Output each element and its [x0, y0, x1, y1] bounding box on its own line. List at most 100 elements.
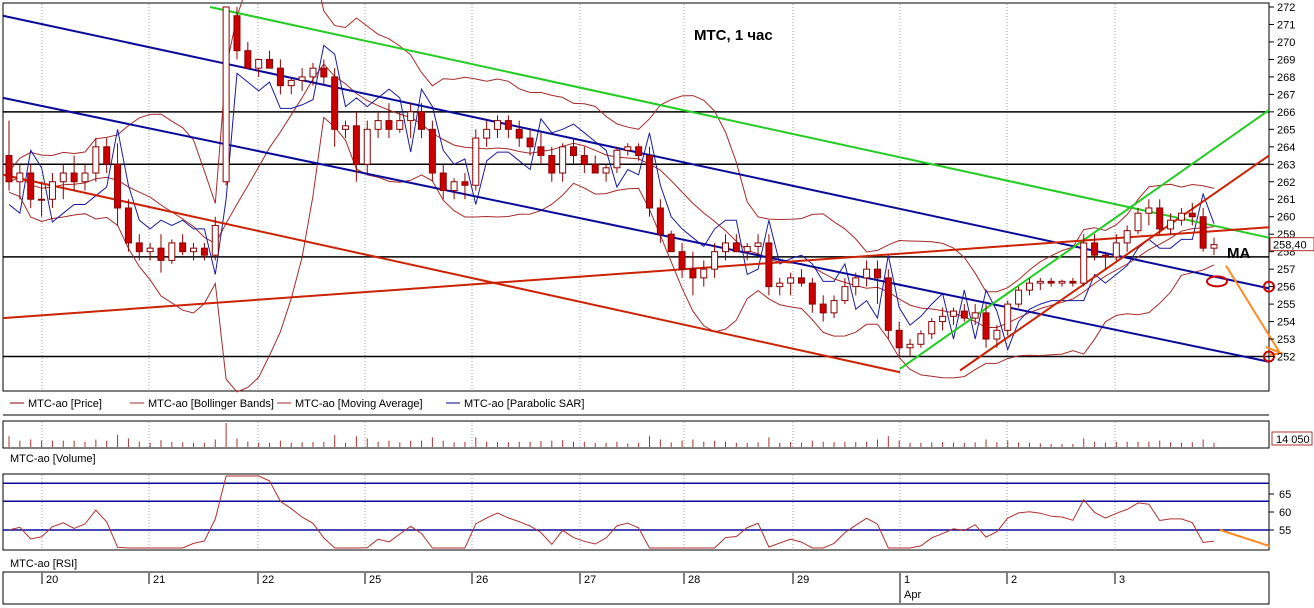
price-tick-label: 268	[1277, 72, 1295, 84]
candle-body	[1004, 303, 1012, 331]
legend-entry: МТС-ао [Moving Average]	[295, 398, 423, 410]
candle-body	[320, 67, 328, 78]
time-axis-frame	[2, 571, 1270, 605]
candle-body	[960, 310, 968, 319]
candle-body	[852, 277, 860, 288]
candle-body	[190, 247, 198, 253]
candles	[5, 6, 1218, 357]
candle-body	[1036, 280, 1044, 284]
chart-title: МТС, 1 час	[694, 27, 773, 44]
candle-body	[1167, 219, 1175, 230]
rsi-vertical-grid	[41, 475, 1116, 549]
candle-body	[928, 321, 936, 335]
candle-body	[494, 120, 502, 130]
candle-body	[255, 58, 263, 69]
day-label: 1	[904, 574, 910, 586]
candle-body	[711, 251, 719, 270]
candle-body	[1058, 280, 1066, 284]
candle-body	[1210, 244, 1218, 249]
price-tick-label: 264	[1277, 142, 1295, 154]
bollinger-bands	[8, 0, 1215, 393]
price-tick-label: 257	[1277, 264, 1295, 276]
candle-body	[1015, 289, 1023, 305]
candle-body	[515, 128, 523, 139]
candle-body	[276, 67, 284, 87]
candle-body	[483, 128, 491, 139]
ma-annotation: MA	[1227, 245, 1250, 262]
downtrend-red-line	[2, 173, 901, 374]
day-label: 28	[688, 574, 700, 586]
bollinger-upper-line	[8, 0, 1215, 293]
month-label: Apr	[904, 589, 921, 601]
candle-body	[841, 286, 849, 302]
rsi-levels	[3, 482, 1269, 531]
price-tick-label: 252	[1277, 352, 1295, 364]
day-label: 21	[153, 574, 165, 586]
candle-body	[526, 137, 534, 148]
price-tick-label: 270	[1277, 37, 1295, 49]
price-axis: 272 271 270 269 268 267 266 265 264 263 262 261 260 2…	[1269, 2, 1314, 364]
candle-body	[407, 111, 415, 122]
candle-body	[993, 329, 1001, 340]
rsi-forecast-line	[1219, 529, 1271, 548]
price-tick-label: 261	[1277, 194, 1295, 206]
day-label: 3	[1119, 574, 1125, 586]
price-tick-label: 263	[1277, 159, 1295, 171]
candle-body	[1080, 242, 1088, 284]
candle-body	[700, 268, 708, 279]
volume-value-label: 14 050	[1276, 434, 1310, 446]
candle-body	[721, 242, 729, 253]
candle-body	[114, 163, 122, 209]
candle-body	[678, 251, 686, 270]
day-labels: 20 21 22 25 26 27 28 29 1 2 3	[41, 573, 1125, 603]
volume-bars	[8, 423, 1215, 447]
day-label: 20	[46, 574, 58, 586]
candle-body	[298, 76, 306, 81]
candle-body	[797, 277, 805, 284]
candle-body	[233, 15, 241, 52]
candle-body	[157, 247, 165, 261]
rsi-panel-frame	[2, 473, 1270, 551]
rsi-legend: МТС-ао [RSI]	[10, 558, 77, 570]
candle-body	[211, 224, 219, 256]
candle-body	[689, 268, 697, 279]
candle-body	[917, 333, 925, 345]
candle-body	[504, 120, 512, 130]
horizontal-levels	[3, 111, 1269, 358]
candle-body	[5, 155, 13, 183]
price-tick-label: 256	[1277, 282, 1295, 294]
price-tick-label: 255	[1277, 299, 1295, 311]
price-tick-label: 267	[1277, 89, 1295, 101]
candle-body	[1134, 212, 1142, 232]
candle-body	[70, 172, 78, 183]
candle-body	[331, 76, 339, 130]
candle-body	[135, 242, 143, 253]
day-label: 25	[369, 574, 381, 586]
candle-body	[396, 120, 404, 130]
candle-body	[884, 277, 892, 331]
candle-body	[418, 111, 426, 130]
parabolic-sar-line	[8, 44, 1215, 352]
candle-body	[1145, 207, 1153, 214]
candle-body	[1112, 242, 1120, 258]
candle-body	[385, 120, 393, 130]
candle-body	[819, 303, 827, 314]
volume-vertical-grid	[41, 422, 1116, 447]
candle-body	[1069, 280, 1077, 284]
candle-body	[754, 242, 762, 247]
volume-panel: 14 050 МТС-ао [Volume]	[2, 420, 1313, 465]
candle-body	[559, 146, 567, 174]
candle-body	[342, 125, 350, 130]
uptrend-red-line	[959, 154, 1270, 372]
candle-body	[428, 128, 436, 174]
candle-body	[939, 315, 947, 323]
candle-body	[287, 79, 295, 87]
resistance-green-line	[209, 6, 1270, 239]
candle-body	[906, 343, 914, 349]
day-label: 22	[262, 574, 274, 586]
price-tick-label: 272	[1277, 2, 1295, 14]
moving-average-line	[8, 63, 1215, 328]
candle-body	[667, 233, 675, 253]
candle-body	[244, 50, 252, 69]
